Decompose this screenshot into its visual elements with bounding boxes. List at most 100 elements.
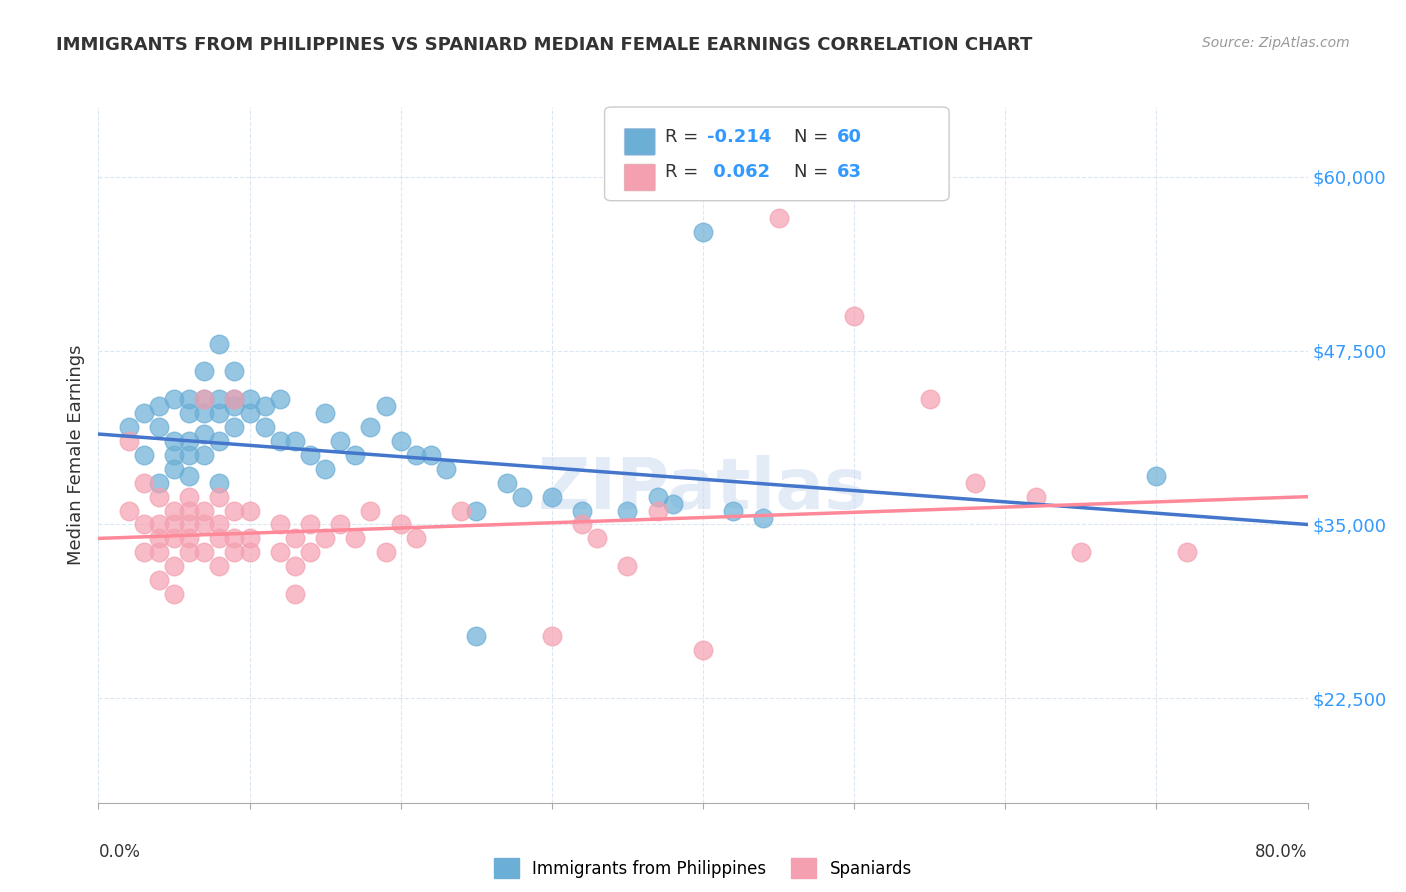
Point xyxy=(571,503,593,517)
Point xyxy=(148,573,170,587)
Point xyxy=(148,545,170,559)
Point xyxy=(118,434,141,448)
Point xyxy=(208,490,231,504)
Point xyxy=(360,420,382,434)
Point xyxy=(647,503,669,517)
Point xyxy=(284,559,307,574)
Point xyxy=(193,517,215,532)
Text: R =: R = xyxy=(665,163,704,181)
Point xyxy=(239,406,262,420)
Point xyxy=(284,587,307,601)
Point xyxy=(692,642,714,657)
Point xyxy=(179,545,201,559)
Point xyxy=(163,434,186,448)
Point xyxy=(299,448,322,462)
Point xyxy=(179,406,201,420)
Point xyxy=(344,532,367,546)
Point xyxy=(844,309,866,323)
Point xyxy=(616,503,638,517)
Point xyxy=(224,364,246,378)
Point xyxy=(208,475,231,490)
Point xyxy=(465,629,488,643)
Point xyxy=(179,468,201,483)
Point xyxy=(586,532,609,546)
Point xyxy=(692,225,714,239)
Point xyxy=(389,434,412,448)
Point xyxy=(148,475,170,490)
Point xyxy=(208,406,231,420)
Point xyxy=(965,475,987,490)
Point xyxy=(239,503,262,517)
Point xyxy=(132,517,155,532)
Point xyxy=(299,517,322,532)
Point xyxy=(329,434,352,448)
Point xyxy=(179,503,201,517)
Point xyxy=(465,503,488,517)
Point xyxy=(1070,545,1092,559)
Point xyxy=(314,532,336,546)
Point xyxy=(224,532,246,546)
Point xyxy=(314,462,336,476)
Point xyxy=(148,490,170,504)
Point xyxy=(389,517,412,532)
Point xyxy=(208,559,231,574)
Point xyxy=(329,517,352,532)
Point xyxy=(314,406,336,420)
Text: IMMIGRANTS FROM PHILIPPINES VS SPANIARD MEDIAN FEMALE EARNINGS CORRELATION CHART: IMMIGRANTS FROM PHILIPPINES VS SPANIARD … xyxy=(56,36,1032,54)
Point xyxy=(239,392,262,407)
Point xyxy=(405,532,427,546)
Point xyxy=(616,559,638,574)
Point xyxy=(647,490,669,504)
Point xyxy=(269,392,291,407)
Point xyxy=(193,545,215,559)
Text: Source: ZipAtlas.com: Source: ZipAtlas.com xyxy=(1202,36,1350,50)
Text: -0.214: -0.214 xyxy=(707,128,772,145)
Point xyxy=(253,399,276,413)
Text: 60: 60 xyxy=(837,128,862,145)
Point xyxy=(118,503,141,517)
Point xyxy=(224,420,246,434)
Y-axis label: Median Female Earnings: Median Female Earnings xyxy=(66,344,84,566)
Point xyxy=(374,545,396,559)
Point xyxy=(405,448,427,462)
Point xyxy=(179,490,201,504)
Point xyxy=(148,399,170,413)
Point xyxy=(132,448,155,462)
Text: R =: R = xyxy=(665,128,704,145)
Point xyxy=(224,392,246,407)
Point xyxy=(269,517,291,532)
Point xyxy=(299,545,322,559)
Point xyxy=(193,392,215,407)
Point xyxy=(420,448,443,462)
Point xyxy=(450,503,472,517)
Point xyxy=(179,532,201,546)
Point xyxy=(148,420,170,434)
Text: 80.0%: 80.0% xyxy=(1256,843,1308,861)
Point xyxy=(239,545,262,559)
Point xyxy=(148,517,170,532)
Point xyxy=(253,420,276,434)
Point xyxy=(193,448,215,462)
Point xyxy=(510,490,533,504)
Point xyxy=(193,392,215,407)
Point xyxy=(208,434,231,448)
Point xyxy=(344,448,367,462)
Point xyxy=(374,399,396,413)
Point xyxy=(224,545,246,559)
Point xyxy=(132,406,155,420)
Point xyxy=(148,532,170,546)
Point xyxy=(540,490,562,504)
Text: ZIPatlas: ZIPatlas xyxy=(538,455,868,524)
Point xyxy=(132,545,155,559)
Point xyxy=(208,532,231,546)
Point xyxy=(723,503,745,517)
Point xyxy=(208,517,231,532)
Point xyxy=(193,406,215,420)
Point xyxy=(179,434,201,448)
Point xyxy=(269,434,291,448)
Point xyxy=(224,399,246,413)
Point xyxy=(118,420,141,434)
Point xyxy=(163,559,186,574)
Point xyxy=(360,503,382,517)
Point xyxy=(163,448,186,462)
